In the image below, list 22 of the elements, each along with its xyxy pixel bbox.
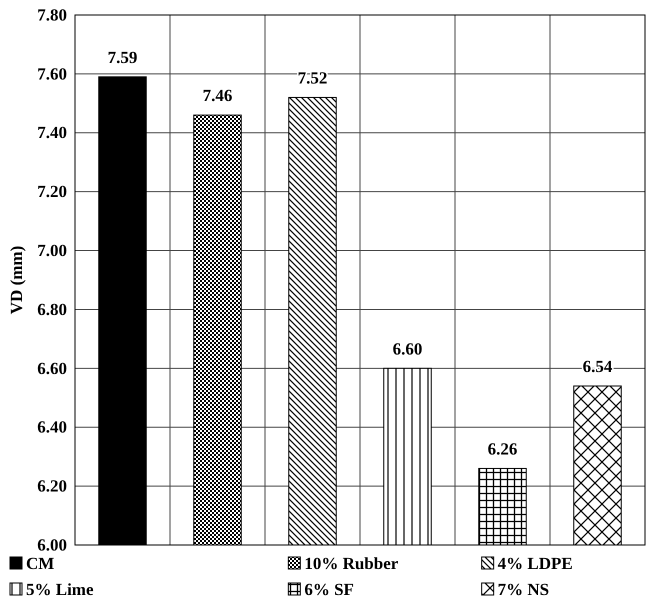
text: 6.60	[392, 339, 422, 358]
y-tick-label: 6.20	[37, 476, 67, 496]
y-tick-label: 6.80	[37, 300, 67, 319]
y-tick-label: 6.60	[37, 358, 67, 378]
y-tick-label: 6.40	[37, 418, 67, 437]
legend-label: 10% Rubber	[304, 554, 399, 573]
y-tick-label: 7.60	[37, 64, 67, 84]
legend-label: 7% NS	[498, 580, 550, 599]
y-tick-label: 7.00	[37, 240, 67, 260]
y-tick-label: 6.00	[37, 535, 67, 554]
text: 7.52	[298, 68, 328, 88]
y-tick-label: 7.80	[37, 5, 67, 24]
legend-label: 6% SF	[304, 580, 354, 599]
text: 6.26	[488, 439, 518, 458]
y-tick-label: 7.40	[37, 123, 67, 142]
legend-label: 4% LDPE	[498, 554, 573, 573]
legend-label: 5% Lime	[26, 580, 94, 599]
legend-label: CM	[26, 554, 54, 573]
text: 7.46	[202, 86, 232, 106]
text: 7.59	[108, 48, 138, 67]
y-axis-title: VD (mm)	[7, 246, 26, 314]
y-tick-label: 7.20	[37, 182, 67, 202]
